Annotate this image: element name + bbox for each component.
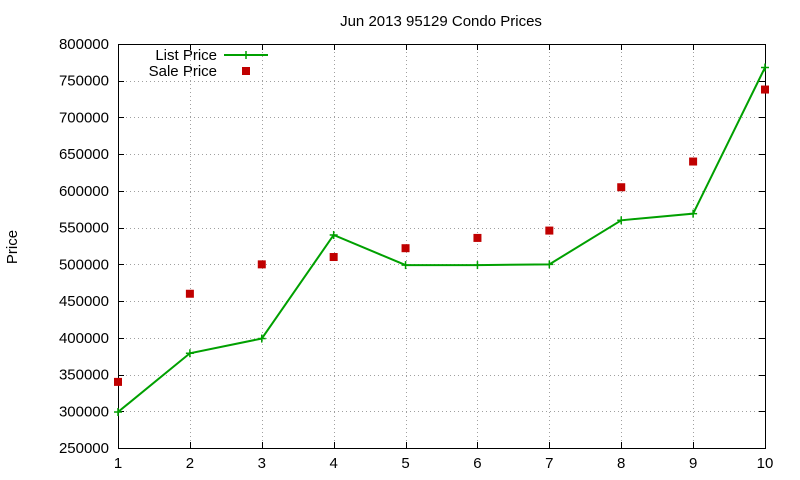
y-tick-label: 800000: [59, 36, 109, 53]
y-axis-label: Price: [4, 230, 21, 264]
list-price-point: [185, 349, 194, 358]
y-tick-label: 550000: [59, 220, 109, 237]
y-tick-label: 500000: [59, 256, 109, 273]
y-tick-label: 350000: [59, 367, 109, 384]
list-price-point: [689, 209, 698, 218]
grid: [118, 44, 765, 448]
list-price-point: [401, 261, 410, 270]
sale-price-point: [257, 260, 266, 269]
y-tick-label: 450000: [59, 293, 109, 310]
y-tick-label: 650000: [59, 146, 109, 163]
list-price-line: [117, 67, 766, 413]
list-price-point: [329, 230, 338, 239]
x-tick-label: 9: [689, 455, 697, 472]
sale-price-point: [185, 289, 194, 298]
list-price-point: [761, 63, 769, 72]
y-tick-label: 750000: [59, 73, 109, 90]
y-tick-label: 300000: [59, 403, 109, 420]
x-tick-label: 10: [757, 455, 774, 472]
chart-title: Jun 2013 95129 Condo Prices: [340, 13, 542, 30]
sale-price-point: [401, 244, 410, 253]
x-tick-label: 7: [545, 455, 553, 472]
legend-label: Sale Price: [149, 63, 217, 80]
x-tick-label: 8: [617, 455, 625, 472]
plot-frame: [118, 44, 766, 449]
x-tick-label: 6: [473, 455, 481, 472]
list-price-point: [545, 260, 554, 269]
x-tick-label: 4: [329, 455, 337, 472]
x-tick-label: 1: [114, 455, 122, 472]
legend-label: List Price: [155, 47, 217, 64]
list-price-point: [257, 334, 266, 343]
legend-swatch-marker: [242, 51, 250, 59]
y-tick-label: 400000: [59, 330, 109, 347]
axes: 250000 300000 350000 400000 450000 500000 5500…: [59, 36, 773, 472]
sale-price-point: [114, 377, 122, 386]
sale-price-point: [617, 183, 626, 192]
sale-price-point: [761, 85, 769, 94]
y-tick-label: 250000: [59, 440, 109, 457]
x-tick-label: 2: [186, 455, 194, 472]
y-tick-label: 600000: [59, 183, 109, 200]
sale-price-point: [689, 157, 698, 166]
sale-price-point: [329, 253, 338, 262]
legend-swatch-square: [242, 67, 250, 75]
y-tick-label: 700000: [59, 109, 109, 126]
series-group: [114, 63, 769, 417]
sale-price-point: [545, 226, 554, 235]
x-tick-label: 3: [258, 455, 266, 472]
x-tick-label: 5: [401, 455, 409, 472]
sale-price-point: [473, 233, 482, 242]
list-price-point: [617, 216, 626, 225]
list-price-point: [114, 408, 122, 417]
list-price-point: [473, 261, 482, 270]
